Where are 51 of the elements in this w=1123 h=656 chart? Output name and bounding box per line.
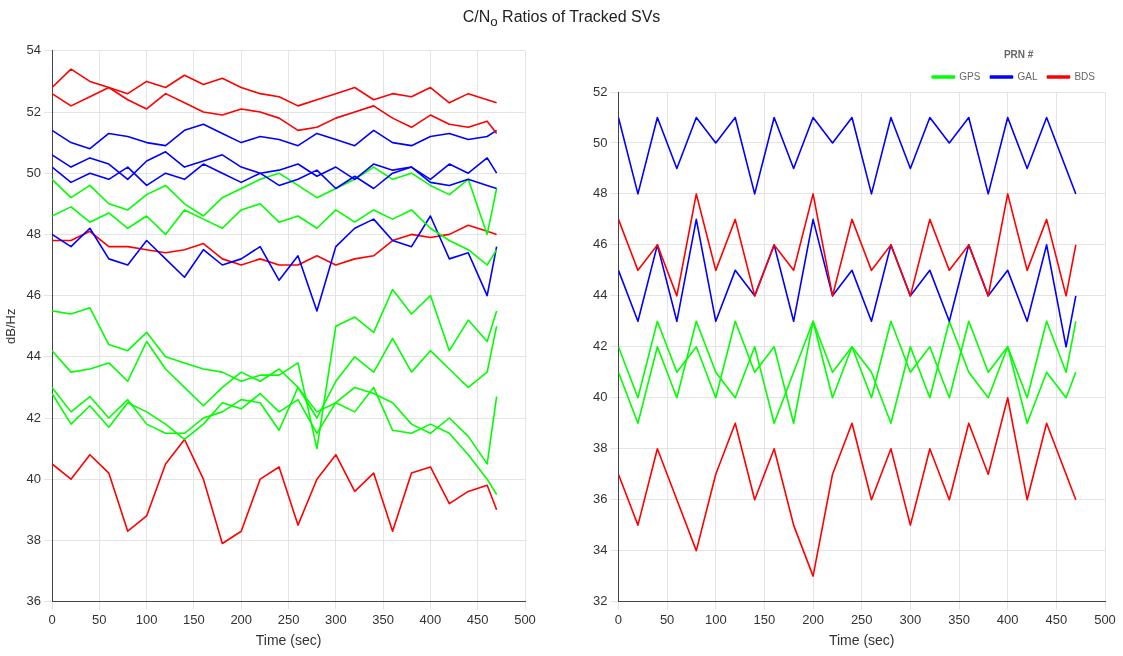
legend-label: GAL: [1017, 70, 1038, 82]
x-axis-title: Time (sec): [255, 632, 322, 649]
x-tick-label: 250: [850, 611, 873, 627]
x-tick-label: 300: [324, 611, 347, 627]
y-tick-label: 36: [592, 491, 608, 507]
y-tick-label: 46: [26, 287, 42, 303]
x-tick-label: 200: [802, 611, 824, 627]
y-tick-label: 46: [592, 236, 608, 252]
x-tick-label: 450: [466, 611, 489, 627]
y-tick-label: 34: [592, 542, 608, 558]
x-tick-label: 150: [183, 611, 205, 627]
y-tick-label: 36: [26, 593, 42, 609]
y-tick-label: 48: [592, 185, 608, 201]
x-tick-label: 350: [948, 611, 970, 627]
legend-label: BDS: [1074, 70, 1096, 82]
y-axis-title: dB/Hz: [3, 308, 19, 344]
y-tick-label: 40: [592, 389, 608, 405]
y-tick-label: 40: [26, 470, 42, 486]
y-tick-label: 44: [26, 348, 42, 364]
x-tick-label: 450: [1045, 611, 1068, 627]
x-tick-label: 100: [135, 611, 158, 627]
x-tick-label: 200: [230, 611, 253, 627]
x-axis-title: Time (sec): [828, 632, 895, 649]
y-tick-label: 54: [26, 42, 42, 58]
legend-title: PRN #: [1003, 48, 1034, 60]
legend-label: GPS: [959, 70, 981, 82]
x-tick-label: 400: [996, 611, 1019, 627]
y-tick-label: 52: [26, 103, 42, 119]
x-tick-label: 50: [92, 611, 107, 627]
y-tick-label: 48: [26, 225, 42, 241]
y-tick-label: 38: [26, 531, 42, 547]
y-tick-label: 50: [592, 134, 608, 150]
x-tick-label: 300: [899, 611, 922, 627]
text: C/N$_{o}$ Ratios of Tracked SVs: [461, 8, 662, 30]
x-tick-label: 400: [419, 611, 442, 627]
y-tick-label: 42: [26, 409, 42, 425]
y-tick-label: 50: [26, 164, 42, 180]
x-tick-label: 100: [704, 611, 727, 627]
y-tick-label: 38: [592, 440, 608, 456]
y-tick-label: 52: [592, 83, 608, 99]
x-tick-label: 500: [1094, 611, 1116, 627]
x-tick-label: 150: [753, 611, 776, 627]
y-tick-label: 32: [592, 593, 608, 609]
x-tick-label: 250: [277, 611, 300, 627]
x-tick-label: 350: [372, 611, 394, 627]
x-tick-label: 0: [614, 611, 623, 627]
y-tick-label: 44: [592, 287, 608, 303]
x-tick-label: 500: [514, 611, 536, 627]
x-tick-label: 50: [659, 611, 675, 627]
y-tick-label: 42: [592, 338, 608, 354]
x-tick-label: 0: [48, 611, 56, 627]
